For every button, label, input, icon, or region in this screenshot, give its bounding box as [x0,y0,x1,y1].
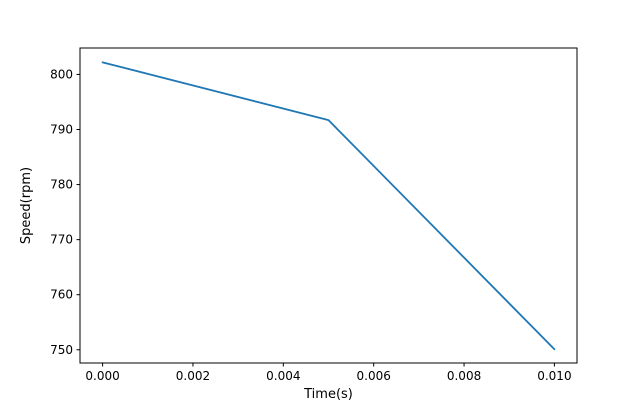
y-tick-label: 760 [50,288,73,302]
y-tick-label: 750 [50,343,73,357]
y-tick-label: 790 [50,123,73,137]
axes-spines [79,47,578,364]
y-tick-label: 770 [50,233,73,247]
y-tick-label: 800 [50,67,73,81]
x-tick-label: 0.006 [357,369,391,383]
x-tick-label: 0.010 [537,369,571,383]
x-axis-label: Time(s) [303,387,353,402]
x-tick-label: 0.008 [447,369,481,383]
y-tick-label: 780 [50,178,73,192]
plot-area: 0.000 0.002 0.004 0.006 0.008 0.010 750 760 770 7… [50,47,578,383]
data-line-speed [101,61,556,351]
x-tick-label: 0.000 [85,369,119,383]
y-axis-label: Speed(rpm) [19,167,34,244]
x-tick-label: 0.002 [176,369,210,383]
x-tick-label: 0.004 [266,369,300,383]
